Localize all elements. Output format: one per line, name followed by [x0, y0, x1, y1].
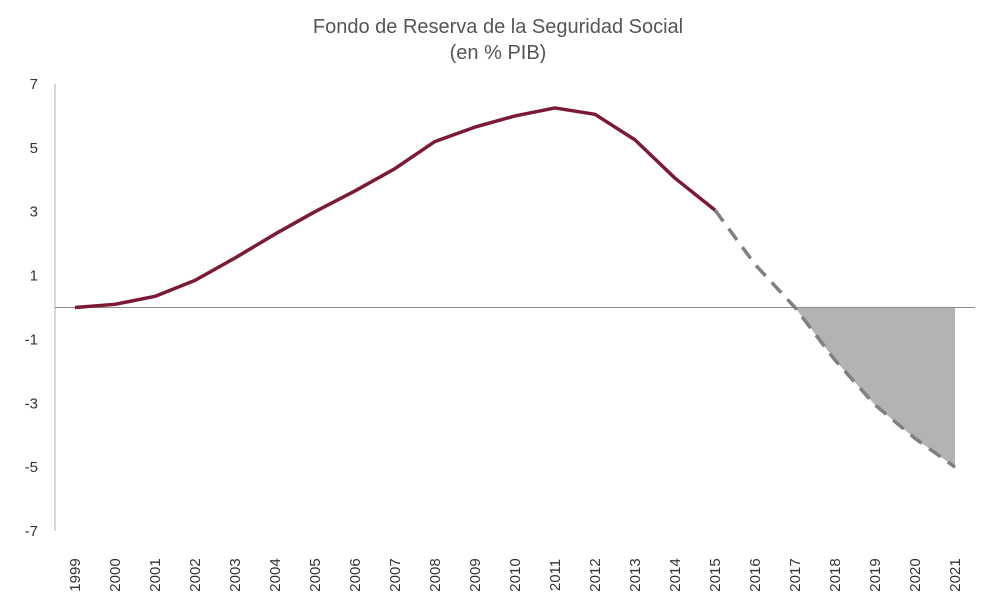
chart-title: Fondo de Reserva de la Seguridad Social	[312, 16, 684, 38]
y-tick-label: 1	[30, 268, 38, 285]
x-tick-label: 2020	[907, 558, 924, 591]
x-tick-label: 2018	[827, 558, 844, 591]
x-tick-label: 2019	[867, 558, 884, 591]
x-tick-label: 2021	[947, 558, 964, 591]
y-tick-label: -5	[25, 459, 38, 476]
x-tick-label: 2016	[747, 558, 764, 591]
x-tick-label: 2003	[227, 558, 244, 591]
historical-solid-line	[74, 106, 717, 310]
x-tick-label: 2004	[267, 558, 284, 591]
x-tick-label: 2011	[547, 559, 564, 591]
x-tick-label: 2002	[187, 558, 204, 591]
projection-dashed-line	[713, 209, 957, 469]
x-tick-label: 2010	[507, 558, 524, 591]
deficit-shaded-area	[795, 307, 955, 468]
y-tick-label: -7	[25, 523, 38, 540]
x-tick-label: 2000	[107, 558, 124, 591]
x-tick-label: 2007	[387, 558, 404, 591]
x-tick-label: 2012	[587, 558, 604, 591]
x-tick-label: 1999	[67, 558, 84, 591]
y-tick-label: 3	[30, 204, 38, 221]
x-tick-label: 2014	[667, 558, 684, 591]
x-tick-label: 2013	[627, 558, 644, 591]
x-tick-label: 2008	[427, 558, 444, 591]
x-tick-label: 2017	[787, 558, 804, 591]
x-tick-label: 2015	[707, 558, 724, 591]
x-tick-label: 2001	[147, 558, 164, 591]
y-tick-label: 7	[30, 76, 38, 93]
x-tick-label: 2006	[347, 558, 364, 591]
x-tick-label: 2005	[307, 558, 324, 591]
chart-subtitle: (en % PIB)	[449, 42, 547, 64]
y-tick-label: -3	[25, 395, 38, 412]
y-tick-label: -1	[25, 331, 38, 348]
y-tick-label: 5	[30, 140, 38, 157]
x-tick-label: 2009	[467, 558, 484, 591]
